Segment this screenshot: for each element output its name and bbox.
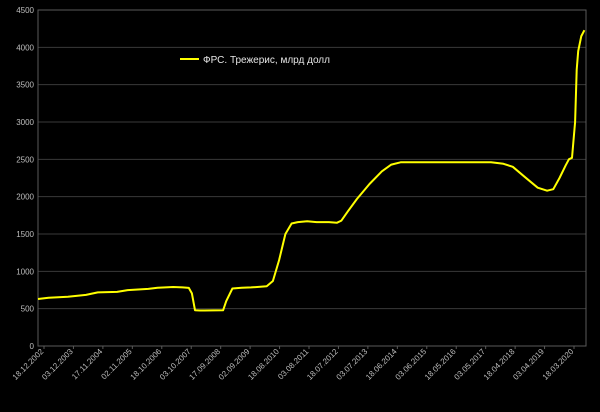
y-tick-label: 2000 [16,193,34,202]
grid-layer [37,9,587,347]
legend-label: ФРС. Трежерис, млрд долл [203,55,330,66]
plot-area-border [37,9,587,347]
y-tick-label: 2500 [16,155,34,164]
y-tick-label: 500 [21,305,35,314]
series-layer [37,29,586,312]
y-tick-label: 3500 [16,81,34,90]
series-line [37,29,586,312]
y-tick-label: 4500 [16,6,34,15]
y-tick-label: 3000 [16,118,34,127]
y-tick-label: 0 [30,342,35,351]
y-tick-label: 1000 [16,267,34,276]
y-tick-label: 4000 [16,43,34,52]
legend: ФРС. Трежерис, млрд долл [180,55,330,66]
y-tick-label: 1500 [16,230,34,239]
